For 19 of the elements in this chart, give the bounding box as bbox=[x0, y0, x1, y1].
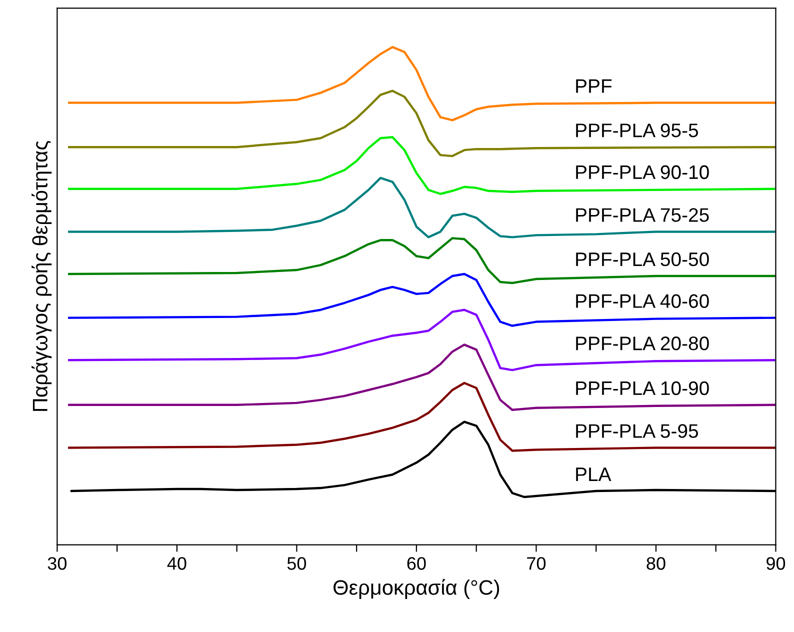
series-label: PPF-PLA 10-90 bbox=[576, 381, 709, 396]
series-label: PPF-PLA 75-25 bbox=[576, 208, 709, 222]
x-tick-label: 30 bbox=[48, 557, 67, 570]
series-label: PLA bbox=[576, 468, 612, 482]
x-tick-label: 70 bbox=[527, 557, 546, 570]
x-tick-label: 80 bbox=[646, 557, 666, 570]
x-tick-label: 50 bbox=[287, 557, 306, 570]
x-tick-label: 40 bbox=[167, 557, 186, 570]
series-label: PPF-PLA 50-50 bbox=[576, 252, 709, 266]
series-label: PPF-PLA 40-60 bbox=[576, 294, 709, 308]
x-tick-label: 60 bbox=[407, 557, 426, 570]
y-axis-title: Παράγωγος ροής θερμότητας bbox=[32, 141, 52, 411]
series-label: PPF bbox=[576, 79, 612, 93]
series-label: PPF-PLA 20-80 bbox=[576, 336, 709, 350]
x-tick-label: 90 bbox=[766, 557, 786, 570]
x-axis-title: Θερμοκρασία (°C) bbox=[334, 578, 500, 599]
series-label: PPF-PLA 95-5 bbox=[576, 124, 698, 138]
series-label: PPF-PLA 5-95 bbox=[576, 424, 698, 438]
series-label: PPF-PLA 90-10 bbox=[576, 165, 709, 180]
